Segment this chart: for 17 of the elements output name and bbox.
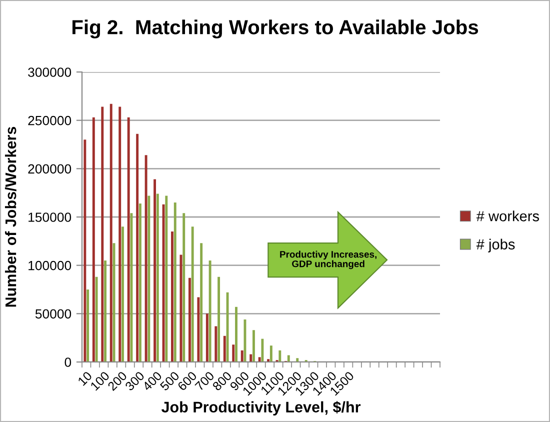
x-tick-label: 200 (107, 370, 128, 392)
legend-label: # jobs (476, 238, 515, 252)
annotation: Productivy Increases, GDP unchanged (280, 250, 376, 270)
y-tick-label: 50000 (35, 309, 72, 319)
y-tick-label: 200000 (28, 164, 72, 174)
x-axis-title: Job Productivity Level, $/hr (161, 401, 361, 416)
y-tick-label: 150000 (28, 212, 72, 222)
legend-label: # workers (476, 210, 540, 222)
chart-title: Fig 2. Matching Workers to Available Jobs (72, 20, 478, 38)
y-axis-title: Number of Jobs/Workers (4, 126, 16, 307)
x-tick-label: 600 (177, 370, 198, 392)
y-tick-label: 0 (64, 358, 72, 367)
x-tick-label: 300 (124, 370, 145, 392)
y-tick-label: 250000 (28, 116, 72, 126)
x-tick-label: 500 (160, 370, 180, 392)
y-tick-label: 300000 (28, 68, 72, 77)
y-tick-label: 100000 (28, 260, 72, 270)
